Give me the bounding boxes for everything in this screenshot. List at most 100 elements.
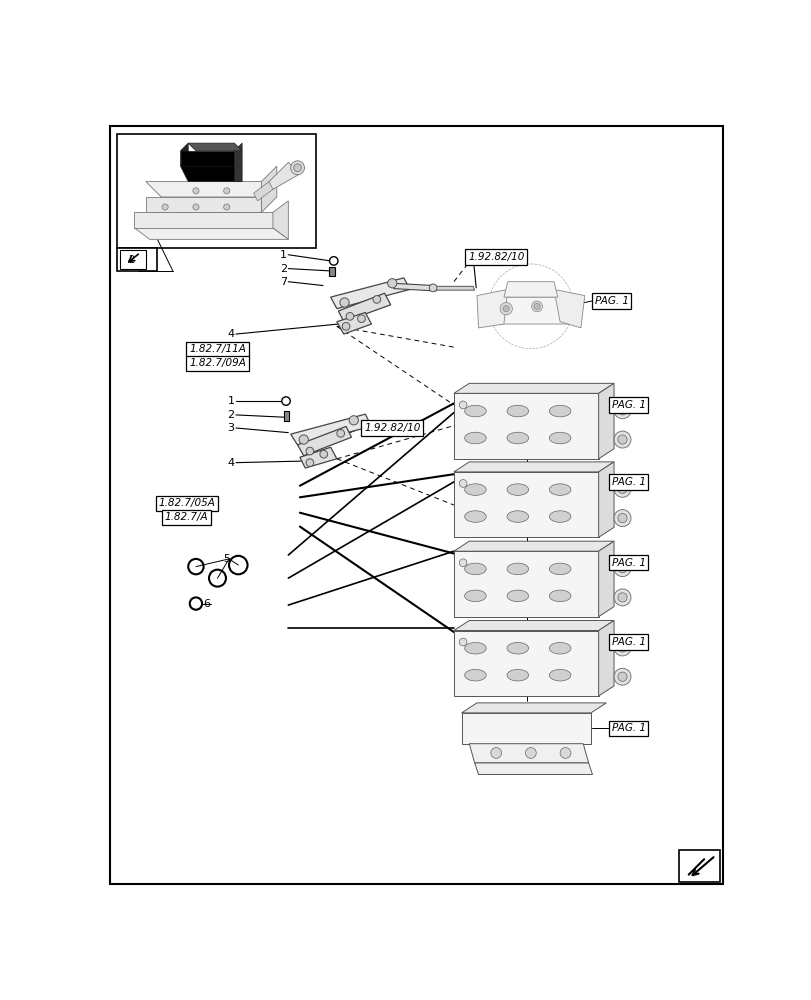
Ellipse shape <box>549 484 570 495</box>
Circle shape <box>617 593 626 602</box>
Text: PAG. 1: PAG. 1 <box>611 637 645 647</box>
Polygon shape <box>120 250 146 269</box>
Bar <box>118 134 315 248</box>
Ellipse shape <box>506 484 528 495</box>
Polygon shape <box>261 162 299 189</box>
Text: 1.82.7/09A: 1.82.7/09A <box>189 358 246 368</box>
Ellipse shape <box>506 432 528 444</box>
Circle shape <box>459 638 466 646</box>
Ellipse shape <box>464 590 486 602</box>
Bar <box>679 850 719 882</box>
Circle shape <box>617 513 626 523</box>
Circle shape <box>223 188 230 194</box>
Circle shape <box>613 560 630 577</box>
Ellipse shape <box>506 563 528 575</box>
Polygon shape <box>453 620 613 631</box>
Circle shape <box>617 643 626 652</box>
Circle shape <box>613 668 630 685</box>
Text: 6: 6 <box>203 599 209 609</box>
Text: 1.82.7/11A: 1.82.7/11A <box>189 344 246 354</box>
Circle shape <box>459 480 466 487</box>
Circle shape <box>320 450 327 458</box>
Circle shape <box>162 204 168 210</box>
Ellipse shape <box>464 432 486 444</box>
Ellipse shape <box>464 642 486 654</box>
Polygon shape <box>504 282 557 297</box>
Polygon shape <box>338 293 390 322</box>
Circle shape <box>306 459 313 467</box>
Ellipse shape <box>506 642 528 654</box>
Polygon shape <box>453 472 598 537</box>
Circle shape <box>341 323 350 330</box>
Circle shape <box>613 639 630 656</box>
Ellipse shape <box>464 669 486 681</box>
Circle shape <box>613 480 630 497</box>
Circle shape <box>534 303 539 309</box>
Ellipse shape <box>549 669 570 681</box>
Circle shape <box>613 510 630 527</box>
Circle shape <box>490 748 501 758</box>
Text: 1.82.7/A: 1.82.7/A <box>165 512 208 522</box>
Polygon shape <box>453 393 598 459</box>
Ellipse shape <box>549 405 570 417</box>
Polygon shape <box>297 426 351 456</box>
Circle shape <box>617 435 626 444</box>
Circle shape <box>429 284 436 292</box>
Circle shape <box>192 204 199 210</box>
Polygon shape <box>261 166 277 212</box>
Text: 2: 2 <box>128 255 134 265</box>
Polygon shape <box>253 182 272 201</box>
Circle shape <box>357 315 365 323</box>
Circle shape <box>613 589 630 606</box>
Polygon shape <box>180 143 188 166</box>
Text: 1.82.7/05A: 1.82.7/05A <box>158 498 215 508</box>
Circle shape <box>617 406 626 415</box>
Ellipse shape <box>549 563 570 575</box>
Polygon shape <box>453 551 598 617</box>
Text: 3: 3 <box>227 423 234 433</box>
Circle shape <box>298 435 308 444</box>
Polygon shape <box>188 143 242 151</box>
Circle shape <box>500 302 512 315</box>
Circle shape <box>459 401 466 409</box>
Text: 4: 4 <box>227 329 234 339</box>
Polygon shape <box>476 289 507 328</box>
Ellipse shape <box>464 405 486 417</box>
Text: 2: 2 <box>279 264 286 274</box>
Polygon shape <box>272 201 288 239</box>
Ellipse shape <box>506 669 528 681</box>
Text: PAG. 1: PAG. 1 <box>594 296 628 306</box>
Ellipse shape <box>464 484 486 495</box>
Polygon shape <box>453 462 613 472</box>
Circle shape <box>223 204 230 210</box>
Polygon shape <box>180 166 242 182</box>
Text: 5: 5 <box>223 554 230 564</box>
Circle shape <box>613 402 630 419</box>
Polygon shape <box>453 541 613 551</box>
Text: 2: 2 <box>227 410 234 420</box>
Polygon shape <box>453 631 598 696</box>
Text: 1: 1 <box>280 250 286 260</box>
Ellipse shape <box>549 511 570 522</box>
Polygon shape <box>299 447 337 468</box>
Polygon shape <box>598 620 613 696</box>
Bar <box>118 248 157 271</box>
Polygon shape <box>474 763 592 774</box>
Ellipse shape <box>506 405 528 417</box>
Circle shape <box>345 312 354 320</box>
Polygon shape <box>469 744 588 763</box>
Circle shape <box>613 431 630 448</box>
Circle shape <box>617 564 626 573</box>
Polygon shape <box>553 289 584 328</box>
Polygon shape <box>392 283 436 291</box>
Ellipse shape <box>464 563 486 575</box>
Ellipse shape <box>549 642 570 654</box>
Polygon shape <box>484 297 575 324</box>
Circle shape <box>407 426 415 434</box>
Polygon shape <box>461 703 606 713</box>
Circle shape <box>525 748 535 758</box>
Bar <box>328 267 334 276</box>
Text: 1: 1 <box>227 396 234 406</box>
Text: 7: 7 <box>279 277 286 287</box>
Circle shape <box>329 257 337 265</box>
